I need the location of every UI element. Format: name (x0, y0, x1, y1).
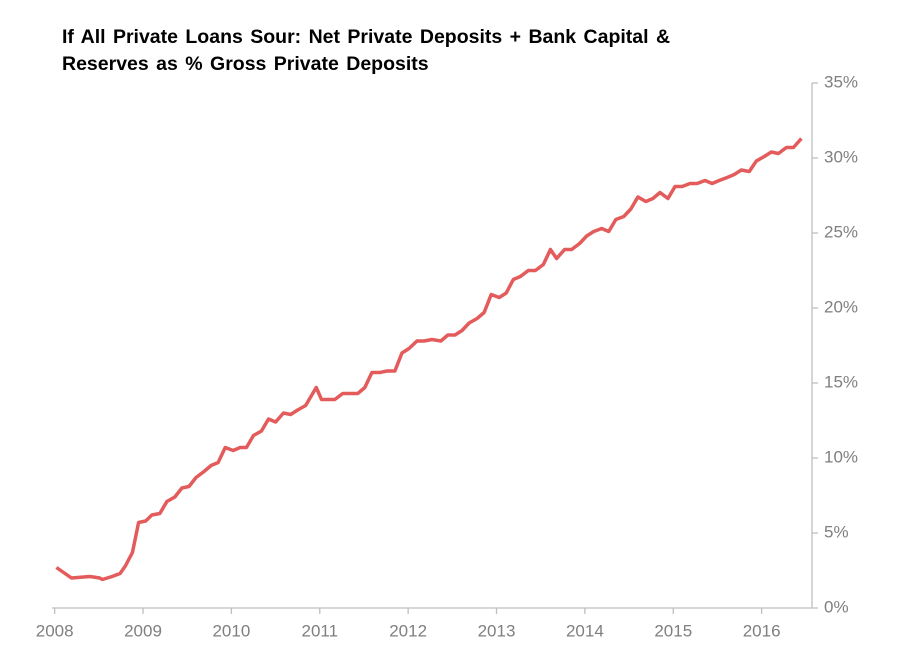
x-tick-label: 2011 (301, 621, 338, 640)
y-tick-label: 0% (824, 597, 849, 616)
x-tick-label: 2010 (212, 621, 250, 640)
y-tick-label: 20% (824, 297, 858, 316)
x-tick-label: 2016 (743, 621, 781, 640)
y-tick-label: 25% (824, 222, 858, 241)
x-tick-label: 2013 (478, 621, 516, 640)
x-tick-label: 2009 (124, 621, 162, 640)
y-tick-label: 10% (824, 447, 858, 466)
x-tick-label: 2014 (566, 621, 604, 640)
x-tick-label: 2008 (36, 621, 74, 640)
y-tick-label: 15% (824, 372, 858, 391)
y-tick-label: 30% (824, 147, 858, 166)
y-tick-label: 5% (824, 522, 849, 541)
line-series (55, 137, 803, 582)
y-tick-label: 35% (824, 72, 858, 91)
x-tick-label: 2015 (654, 621, 692, 640)
x-tick-label: 2012 (389, 621, 427, 640)
chart-title: If All Private Loans Sour: Net Private D… (62, 26, 671, 75)
